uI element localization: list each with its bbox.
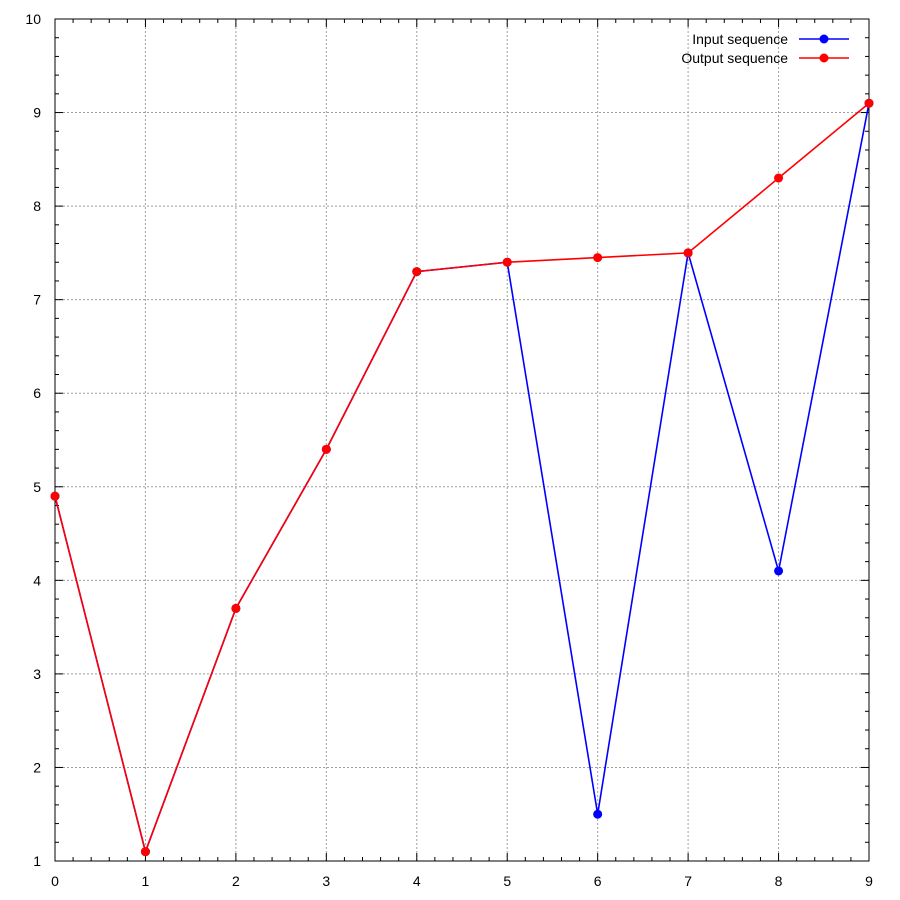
series-line-2 [54,102,870,855]
legend: Input sequence Output sequence [681,31,849,66]
series-1-point [774,566,784,576]
x-tick-label: 6 [594,873,602,889]
legend-label-1: Input sequence [692,31,788,47]
legend-marker-1 [819,34,829,44]
axis-ticks [54,18,870,862]
y-tick-label: 7 [33,292,41,308]
grid-lines [55,19,869,861]
series-2-point [321,444,331,454]
series-2-point [50,491,60,501]
x-tick-label: 9 [865,873,873,889]
x-tick-label: 0 [51,873,59,889]
y-tick-label: 6 [33,385,41,401]
y-tick-label: 10 [25,11,41,27]
series-2-point [140,847,150,857]
y-tick-label: 2 [33,759,41,775]
legend-label-2: Output sequence [681,50,788,66]
y-tick-label: 3 [33,666,41,682]
series-2-point [864,98,874,108]
y-tick-label: 8 [33,198,41,214]
series-2-point [593,253,603,263]
y-tick-label: 4 [33,572,41,588]
x-tick-label: 8 [775,873,783,889]
x-tick-label: 4 [413,873,421,889]
series-2-point [683,248,693,258]
series-2-point [502,257,512,267]
x-tick-label: 2 [232,873,240,889]
legend-marker-2 [819,53,829,63]
x-tick-label: 7 [684,873,692,889]
series-2-point [774,173,784,183]
series-1-point [593,809,603,819]
y-tick-label: 5 [33,479,41,495]
x-tick-label: 3 [322,873,330,889]
series-2-point [231,603,241,613]
y-tick-label: 1 [33,853,41,869]
series-group [50,98,874,857]
x-tick-label: 5 [503,873,511,889]
plot-frame [54,18,870,862]
series-2-point [412,267,422,277]
x-tick-label: 1 [142,873,150,889]
y-tick-label: 9 [33,105,41,121]
